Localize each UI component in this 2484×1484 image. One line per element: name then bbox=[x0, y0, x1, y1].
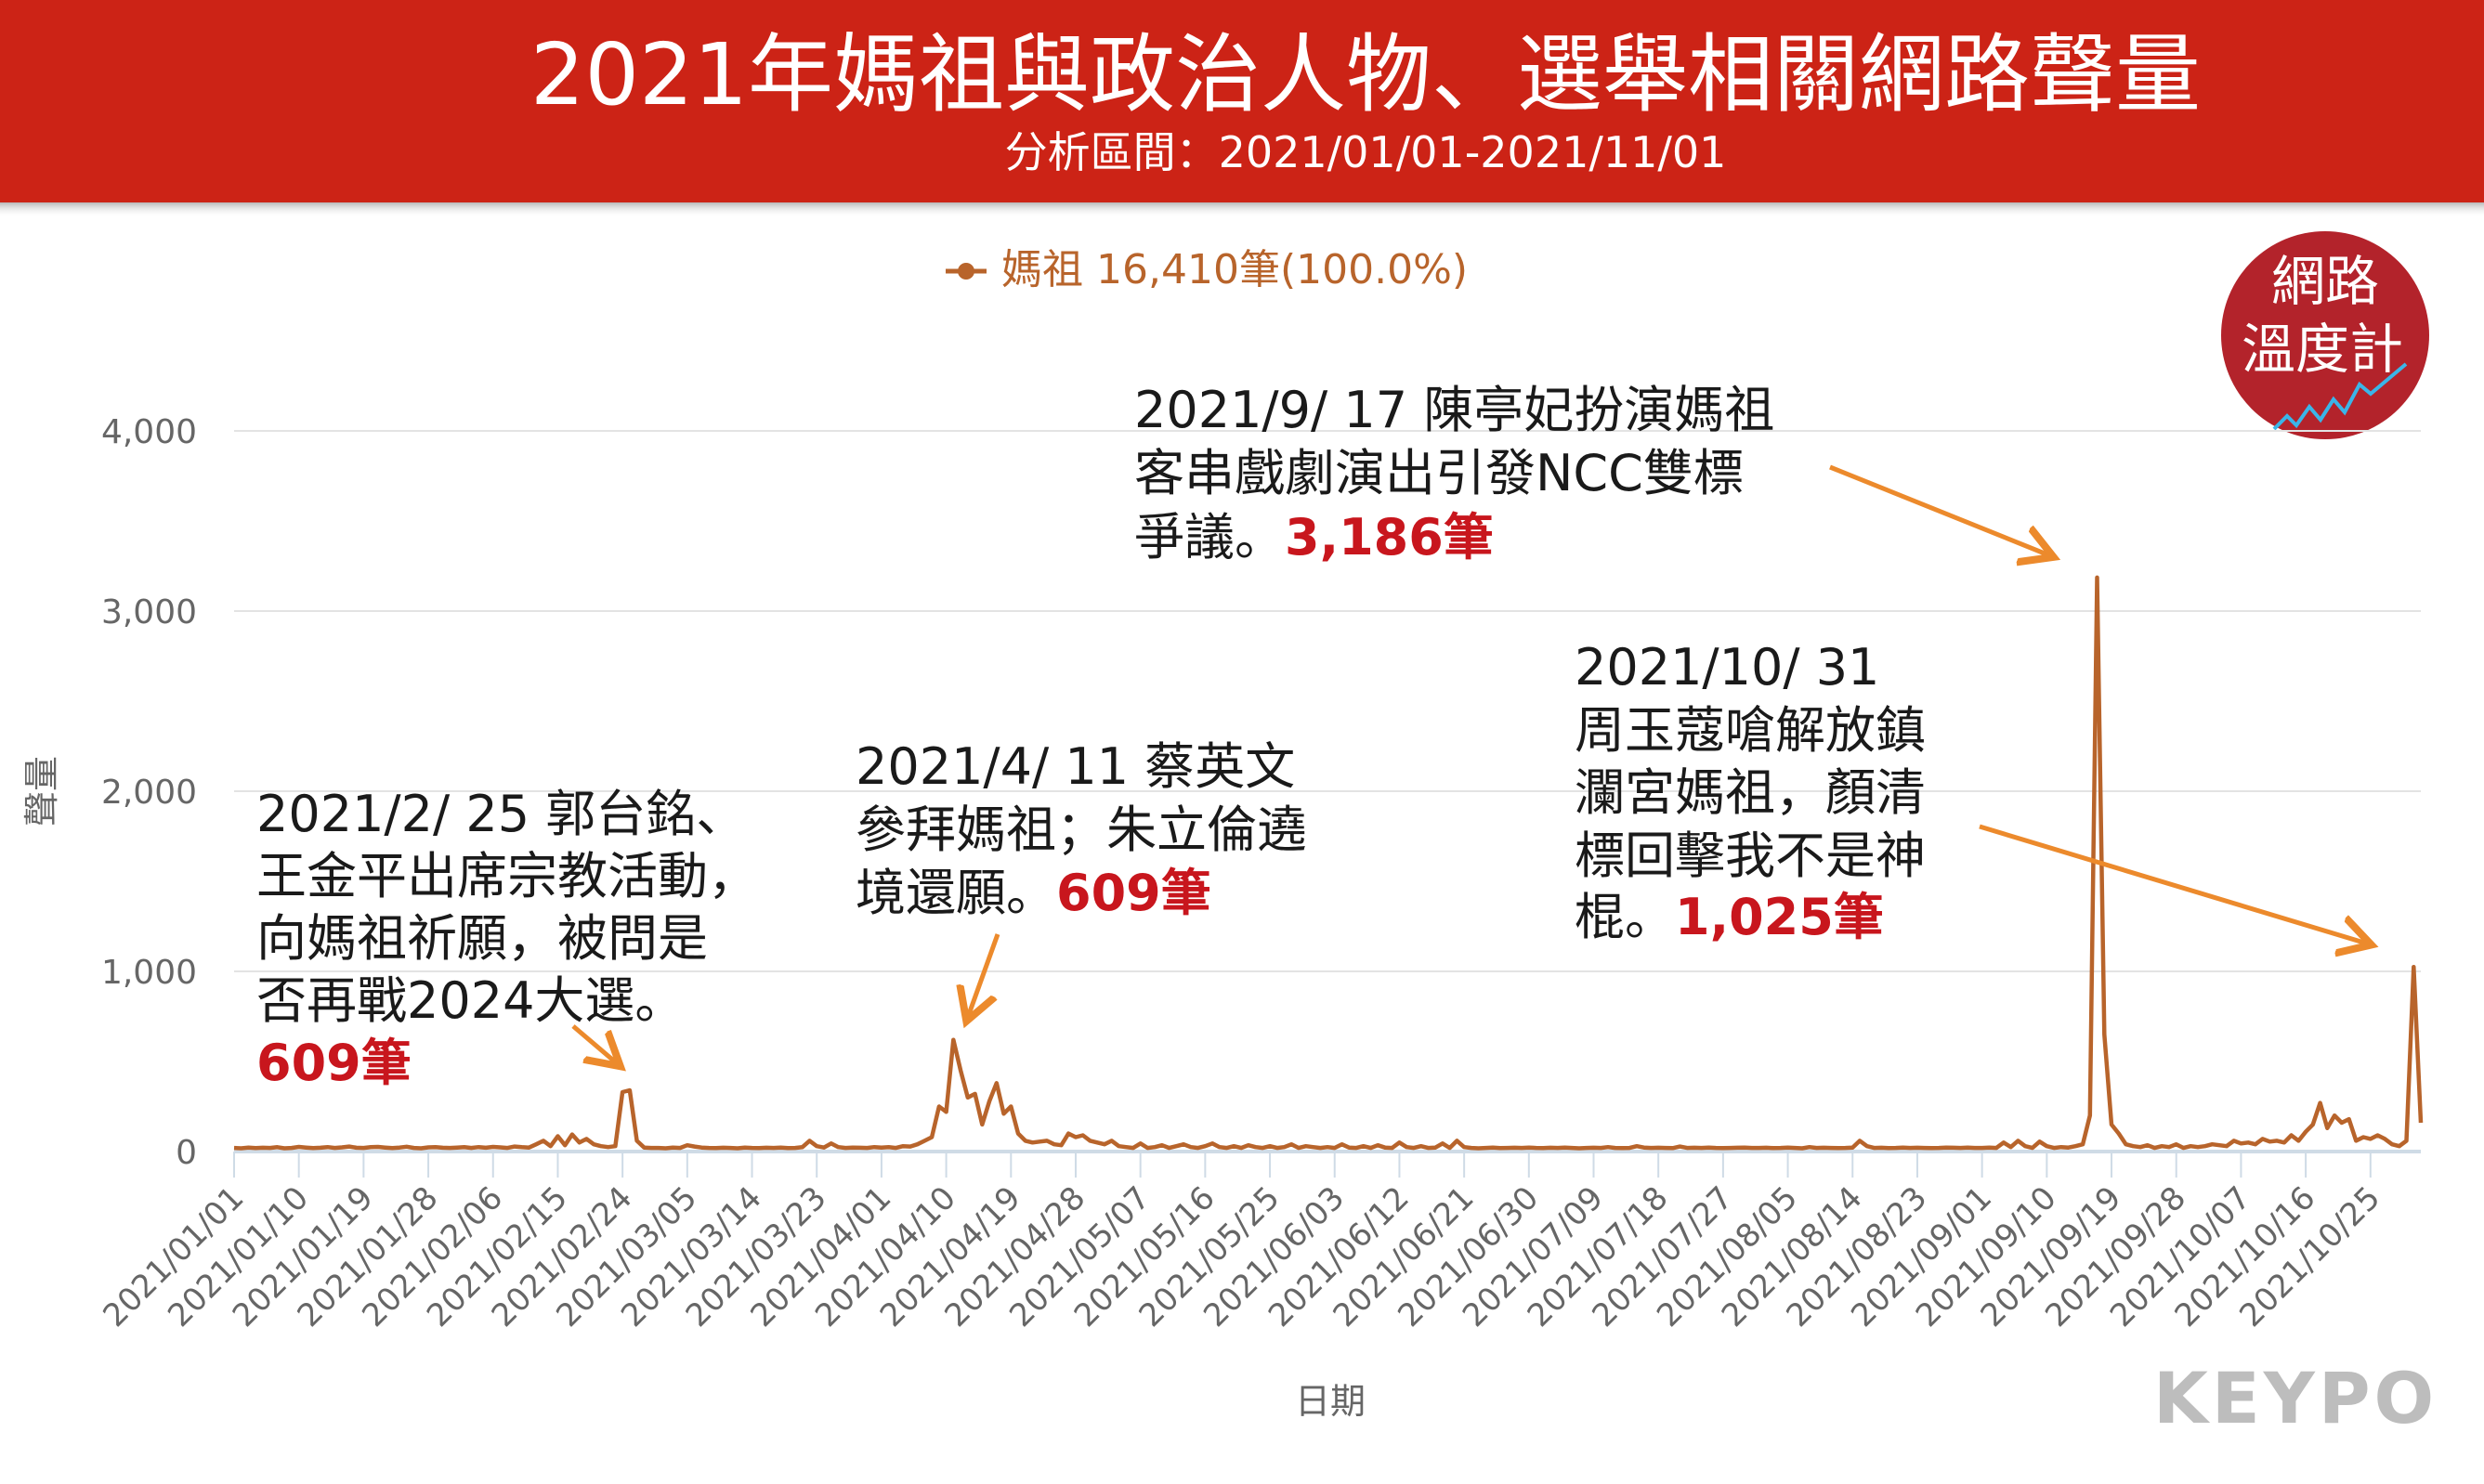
annotation-apr11: 2021/4/ 11 蔡英文 參拜媽祖；朱立倫遶 境還願。609筆 bbox=[856, 737, 1307, 1017]
annotation-line: 棍。 bbox=[1575, 888, 1675, 946]
header-shadow bbox=[0, 202, 2484, 217]
annotation-line: 參拜媽祖；朱立倫遶 bbox=[856, 801, 1307, 859]
y-tick-label: 4,000 bbox=[101, 413, 197, 451]
network-thermometer-logo: 網路 溫度計 bbox=[2221, 231, 2429, 439]
annotation-count: 609筆 bbox=[1056, 864, 1211, 922]
annotation-line: 2021/10/ 31 bbox=[1575, 638, 1879, 696]
annotation-feb25: 2021/2/ 25 郭台銘、 王金平出席宗教活動， 向媽祖祈願，被問是 否再戰… bbox=[256, 785, 758, 1092]
annotation-arrow-icon bbox=[1829, 464, 2049, 555]
y-tick-label: 0 bbox=[176, 1134, 197, 1172]
legend-label: 媽祖 16,410筆(100.0%) bbox=[1001, 246, 1468, 293]
svg-text:棍。1,025筆: 棍。1,025筆 bbox=[1575, 888, 1884, 946]
annotation-count: 3,186筆 bbox=[1285, 508, 1494, 566]
annotation-line: 王金平出席宗教活動， bbox=[256, 847, 758, 905]
y-axis-title: 聲量 bbox=[21, 756, 62, 827]
annotation-line: 客串戲劇演出引發NCC雙標 bbox=[1134, 444, 1744, 502]
annotation-line: 2021/9/ 17 陳亭妃扮演媽祖 bbox=[1134, 381, 1774, 439]
y-tick-label: 1,000 bbox=[101, 954, 197, 992]
legend-marker-icon bbox=[958, 263, 974, 280]
annotation-line: 否再戰2024大選。 bbox=[256, 971, 685, 1030]
chart-subtitle: 分析區間：2021/01/01-2021/11/01 bbox=[1005, 127, 1727, 177]
annotation-line: 標回擊我不是神 bbox=[1575, 827, 1926, 885]
annotation-arrow-icon bbox=[968, 933, 1000, 1017]
y-tick-label: 2,000 bbox=[101, 774, 197, 812]
annotation-line: 周玉蔻嗆解放鎮 bbox=[1575, 701, 1926, 760]
legend-item[interactable]: 媽祖 16,410筆(100.0%) bbox=[946, 246, 1468, 293]
logo-line2: 溫度計 bbox=[2242, 318, 2403, 381]
annotation-line: 2021/2/ 25 郭台銘、 bbox=[256, 785, 746, 843]
chart-title: 2021年媽祖與政治人物、選舉相關網路聲量 bbox=[530, 25, 2201, 124]
annotation-line: 瀾宮媽祖，顏清 bbox=[1575, 763, 1926, 822]
annotation-line: 2021/4/ 11 蔡英文 bbox=[856, 737, 1295, 796]
keypo-logo: KEYPO bbox=[2153, 1357, 2438, 1439]
series-line-mazu bbox=[233, 575, 2424, 1151]
annotation-oct31: 2021/10/ 31 周玉蔻嗆解放鎮 瀾宮媽祖，顏清 標回擊我不是神 棍。1,… bbox=[1575, 638, 2367, 946]
logo-line1: 網路 bbox=[2271, 250, 2379, 313]
x-axis-title: 日期 bbox=[1295, 1381, 1366, 1422]
svg-text:爭議。3,186筆: 爭議。3,186筆 bbox=[1134, 508, 1494, 566]
annotation-count: 609筆 bbox=[256, 1034, 412, 1092]
annotation-line: 境還願。 bbox=[856, 864, 1056, 922]
annotation-count: 1,025筆 bbox=[1675, 888, 1884, 946]
y-axis-ticks: 0 1,000 2,000 3,000 4,000 bbox=[101, 413, 197, 1172]
annotation-line: 向媽祖祈願，被問是 bbox=[256, 909, 708, 968]
annotation-arrow-icon bbox=[571, 1024, 617, 1063]
header-banner bbox=[0, 0, 2484, 202]
annotation-arrow-icon bbox=[1979, 824, 2367, 944]
x-axis-ticks: 2021/01/012021/01/102021/01/192021/01/28… bbox=[97, 1152, 2387, 1334]
y-tick-label: 3,000 bbox=[101, 593, 197, 631]
logo-pulse-icon bbox=[2272, 362, 2408, 431]
annotation-sep17: 2021/9/ 17 陳亭妃扮演媽祖 客串戲劇演出引發NCC雙標 爭議。3,18… bbox=[1134, 381, 2049, 566]
gridlines bbox=[234, 430, 2421, 1153]
annotation-line: 爭議。 bbox=[1134, 508, 1285, 566]
svg-text:境還願。609筆: 境還願。609筆 bbox=[856, 864, 1211, 922]
